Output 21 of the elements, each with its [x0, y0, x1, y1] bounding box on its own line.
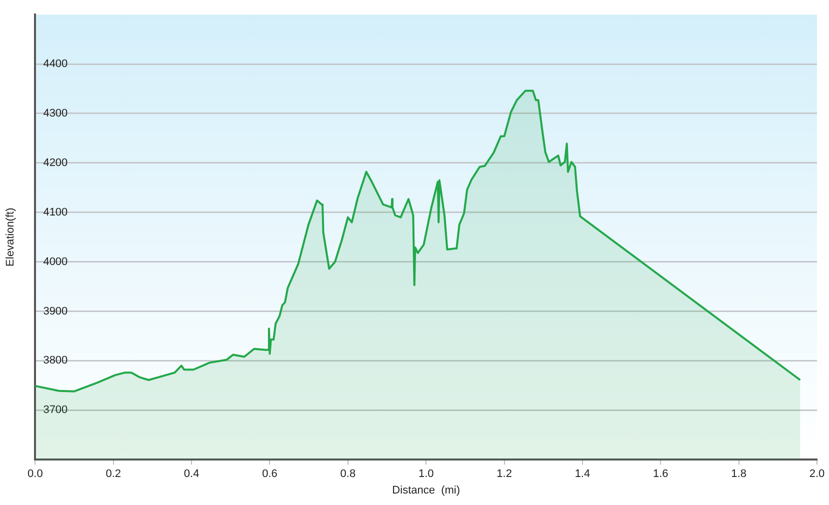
x-tick-label: 0.6	[262, 468, 278, 480]
y-tick-label: 4300	[43, 108, 68, 120]
y-tick-label: 4100	[43, 206, 68, 218]
x-tick-label: 1.8	[731, 468, 746, 480]
y-tick-label: 3800	[43, 354, 68, 367]
y-tick-label: 3700	[43, 404, 68, 416]
x-tick-label: 0.8	[340, 468, 356, 480]
x-tick-label: 0.2	[106, 468, 122, 480]
y-tick-label: 4200	[43, 156, 68, 169]
x-tick-label: 0.0	[28, 468, 43, 480]
x-axis-title: Distance (mi)	[392, 484, 460, 496]
x-tick-label: 1.0	[418, 468, 434, 480]
x-tick-label: 1.4	[574, 468, 590, 480]
x-tick-label: 2.0	[809, 468, 825, 480]
x-tick-label: 1.2	[496, 468, 512, 480]
x-tick-label: 1.6	[652, 468, 668, 480]
y-tick-label: 4000	[43, 256, 68, 268]
x-tick-label: 0.4	[184, 468, 200, 480]
y-axis-title: Elevation(ft)	[4, 208, 17, 266]
y-tick-label: 4400	[43, 58, 68, 70]
y-tick-label: 3900	[43, 305, 68, 318]
